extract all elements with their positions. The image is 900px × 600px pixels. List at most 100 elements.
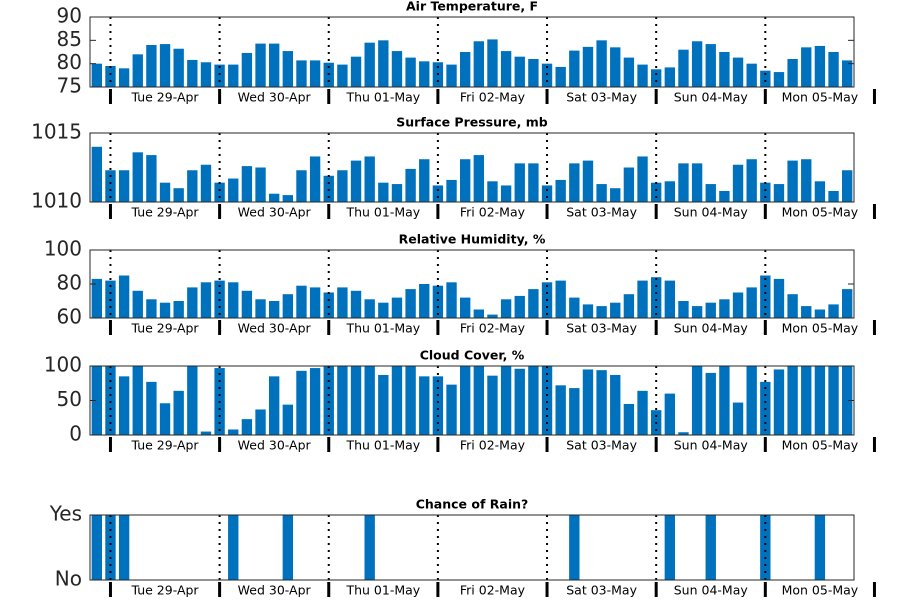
- bar: [623, 294, 635, 318]
- bar: [200, 431, 212, 435]
- bar: [118, 515, 130, 580]
- plot-frame: [89, 16, 855, 88]
- bar: [650, 277, 662, 318]
- bar: [296, 370, 307, 435]
- bar: [255, 167, 266, 202]
- bar: [159, 182, 171, 202]
- bar: [296, 285, 307, 318]
- bar: [814, 181, 826, 202]
- x-tick-label: Fri 02-May: [460, 438, 526, 453]
- bar: [91, 278, 103, 318]
- bar: [268, 376, 280, 435]
- bar: [118, 376, 130, 435]
- bar: [337, 366, 348, 435]
- bar: [446, 282, 457, 318]
- bar: [528, 59, 539, 87]
- bar: [487, 375, 498, 435]
- bar: [364, 515, 375, 580]
- bar: [705, 372, 716, 435]
- bar: [378, 182, 389, 202]
- bar: [391, 366, 403, 435]
- bar: [500, 51, 512, 87]
- bar: [350, 56, 362, 87]
- x-tick-label: Thu 01-May: [345, 321, 420, 336]
- bar: [705, 515, 716, 580]
- bar: [105, 66, 116, 87]
- y-tick-label: 0: [69, 422, 82, 446]
- bar: [650, 182, 662, 202]
- bar: [391, 297, 403, 318]
- bar: [105, 170, 116, 202]
- bar: [146, 45, 157, 87]
- bar: [364, 299, 375, 318]
- x-tick-label: Wed 30-Apr: [238, 583, 312, 598]
- bar: [241, 52, 253, 87]
- bar: [200, 164, 212, 202]
- x-tick-label: Mon 05-May: [782, 438, 859, 453]
- bar: [91, 515, 103, 580]
- bar: [787, 160, 798, 202]
- bar: [282, 515, 294, 580]
- bar: [760, 182, 771, 202]
- bar: [500, 366, 512, 435]
- bar: [487, 181, 498, 202]
- bar: [719, 190, 730, 202]
- bar: [118, 170, 130, 202]
- bar: [787, 366, 798, 435]
- bar: [432, 376, 444, 435]
- bar: [582, 304, 594, 318]
- bar: [664, 181, 676, 202]
- x-tick-label: Mon 05-May: [782, 583, 859, 598]
- x-tick-label: Tue 29-Apr: [130, 205, 199, 220]
- bar: [610, 374, 621, 435]
- bar: [678, 163, 689, 202]
- bar: [732, 164, 744, 202]
- bar: [787, 294, 798, 318]
- bar: [623, 403, 635, 435]
- x-tick-label: Tue 29-Apr: [130, 438, 199, 453]
- bar: [773, 278, 785, 318]
- bar: [309, 60, 321, 87]
- bar: [323, 366, 334, 435]
- x-tick-label: Fri 02-May: [460, 205, 526, 220]
- bar: [337, 287, 348, 318]
- bar: [228, 64, 239, 87]
- bar: [146, 155, 157, 202]
- y-tick-label: 1010: [31, 189, 82, 213]
- bar: [132, 366, 143, 435]
- bar: [159, 302, 171, 318]
- bar: [664, 393, 676, 435]
- bar: [814, 45, 826, 87]
- bar: [105, 366, 116, 435]
- bar: [569, 515, 580, 580]
- bar: [732, 402, 744, 435]
- bar: [391, 51, 403, 87]
- bar: [146, 299, 157, 318]
- bar: [187, 287, 198, 318]
- bar: [841, 60, 853, 87]
- bar: [610, 47, 621, 87]
- bar: [528, 366, 539, 435]
- bar: [514, 368, 525, 435]
- chart-title: Relative Humidity, %: [399, 232, 546, 247]
- bar: [268, 43, 280, 87]
- bar: [760, 275, 771, 318]
- bar: [637, 64, 648, 87]
- bar: [664, 515, 676, 580]
- bar: [214, 64, 225, 87]
- bar: [419, 61, 430, 87]
- bar: [378, 302, 389, 318]
- x-tick-label: Fri 02-May: [460, 583, 526, 598]
- bar: [555, 280, 566, 318]
- bar: [296, 60, 307, 87]
- bar: [814, 309, 826, 318]
- y-tick-label: Yes: [49, 502, 82, 526]
- bar: [241, 290, 253, 318]
- bar: [582, 160, 594, 202]
- bar: [459, 297, 471, 318]
- chart-title: Surface Pressure, mb: [396, 115, 548, 130]
- bar: [296, 170, 307, 202]
- bar: [228, 429, 239, 435]
- bar: [118, 275, 130, 318]
- bar: [732, 292, 744, 318]
